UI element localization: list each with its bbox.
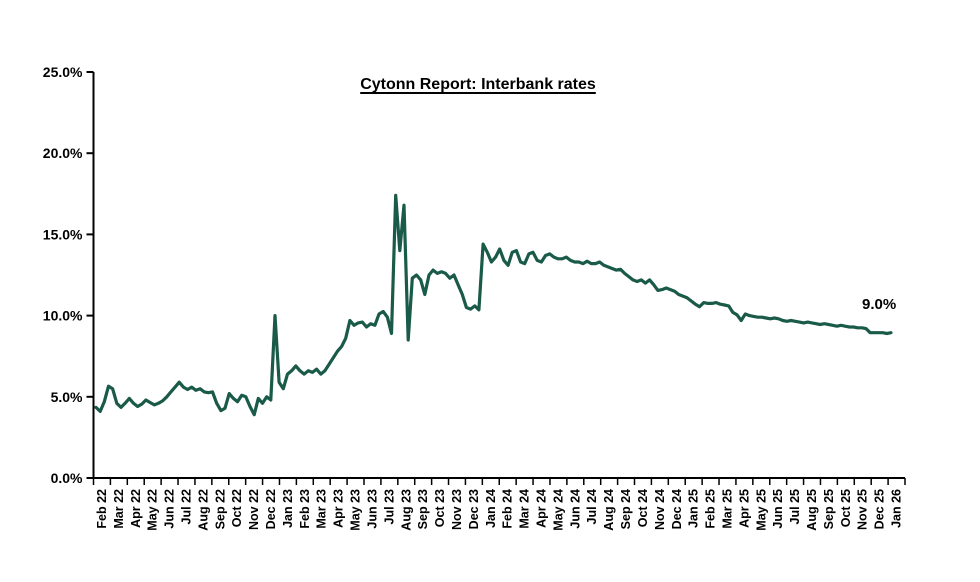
x-tick-label: Jan 23: [281, 489, 295, 528]
x-tick-label: Aug 23: [399, 489, 413, 531]
x-tick-label: Jun 22: [163, 489, 177, 529]
x-tick-label: Mar 25: [720, 489, 734, 529]
x-tick-label: Aug 25: [805, 489, 819, 531]
x-tick-label: Mar 24: [518, 489, 532, 529]
x-tick-label: Dec 22: [264, 489, 278, 529]
interbank-rate-line: [94, 193, 893, 417]
x-tick-label: Feb 24: [501, 489, 515, 529]
x-tick-label: Aug 22: [196, 489, 210, 531]
x-tick-label: Apr 23: [332, 489, 346, 528]
x-tick-label: Oct 24: [636, 489, 650, 527]
x-tick-label: May 22: [146, 489, 160, 531]
x-tick-label: Nov 22: [247, 489, 261, 530]
y-tick-label: 20.0%: [43, 145, 83, 161]
x-tick-label: Feb 23: [298, 489, 312, 529]
x-tick-label: Oct 23: [433, 489, 447, 527]
x-tick-label: Jun 24: [568, 489, 582, 529]
x-tick-label: Dec 23: [467, 489, 481, 529]
x-tick-label: Oct 25: [839, 489, 853, 527]
x-tick-label: Apr 22: [129, 489, 143, 528]
x-tick-label: Jul 23: [382, 489, 396, 524]
y-tick-label: 15.0%: [43, 226, 83, 242]
y-tick-label: 10.0%: [43, 308, 83, 324]
x-tick-label: Jan 25: [687, 489, 701, 528]
y-tick-label: 25.0%: [43, 64, 83, 80]
x-tick-label: May 23: [349, 489, 363, 531]
x-tick-label: Jan 24: [484, 489, 498, 528]
x-tick-label: Dec 24: [670, 489, 684, 529]
x-tick-label: Apr 25: [737, 489, 751, 528]
x-tick-label: Jun 25: [771, 489, 785, 529]
y-tick-label: 5.0%: [51, 389, 83, 405]
x-tick-label: Mar 23: [315, 489, 329, 529]
x-tick-label: Mar 22: [112, 489, 126, 529]
x-tick-label: Nov 24: [653, 489, 667, 530]
x-tick-label: May 24: [551, 489, 565, 531]
x-tick-label: Apr 24: [535, 489, 549, 528]
end-value-label: 9.0%: [862, 296, 897, 313]
x-tick-label: Jan 26: [890, 489, 904, 528]
x-tick-label: May 25: [754, 489, 768, 531]
x-tick-label: Sep 22: [213, 489, 227, 529]
x-tick-label: Sep 25: [822, 489, 836, 529]
x-tick-label: Sep 23: [416, 489, 430, 529]
x-tick-label: Jul 25: [788, 489, 802, 524]
x-tick-label: Sep 24: [619, 489, 633, 529]
x-tick-label: Nov 25: [856, 489, 870, 530]
x-tick-label: Jul 22: [179, 489, 193, 524]
x-tick-label: Feb 25: [704, 489, 718, 529]
x-tick-label: Aug 24: [602, 489, 616, 531]
x-tick-label: Jun 23: [365, 489, 379, 529]
x-tick-label: Jul 24: [585, 489, 599, 524]
y-tick-label: 0.0%: [51, 470, 83, 486]
x-tick-label: Nov 23: [450, 489, 464, 530]
x-tick-label: Oct 22: [230, 489, 244, 527]
x-tick-label: Dec 25: [873, 489, 887, 529]
x-tick-label: Feb 22: [95, 489, 109, 529]
